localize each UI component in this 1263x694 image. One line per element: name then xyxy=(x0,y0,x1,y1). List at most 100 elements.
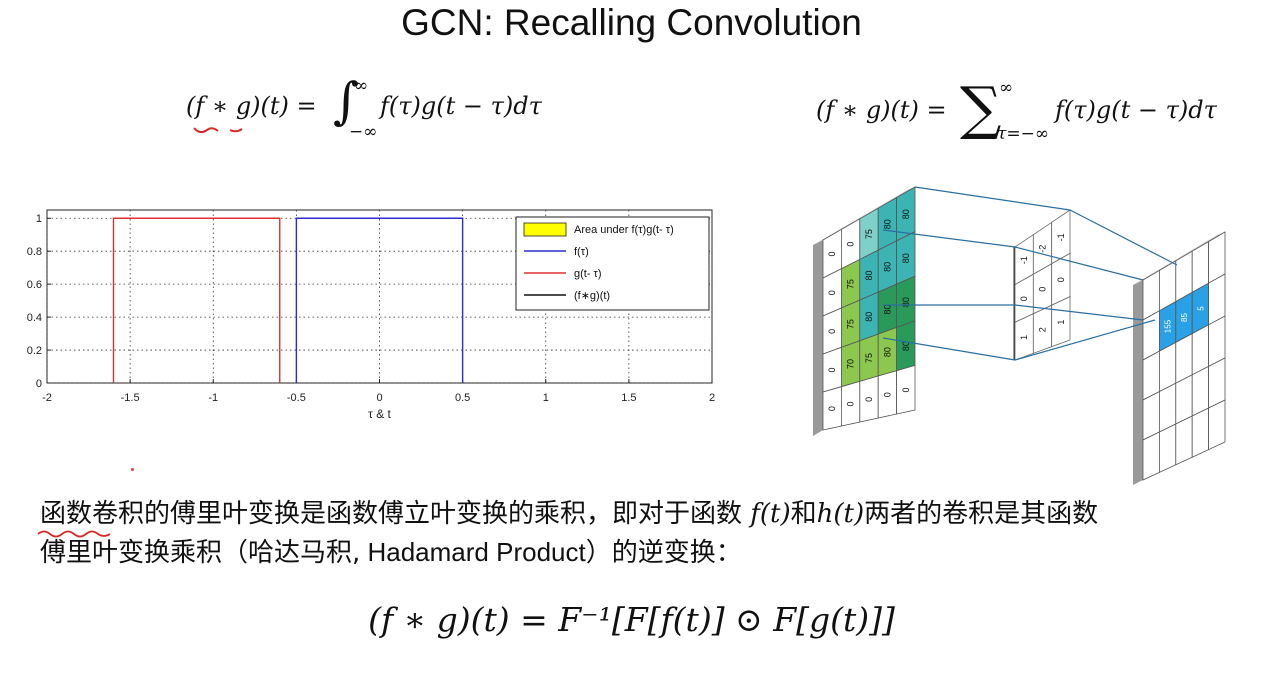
y-tick-label: 0.2 xyxy=(27,345,42,357)
input-cell-value: 75 xyxy=(846,279,856,289)
sum-upper-limit: ∞ xyxy=(999,78,1014,98)
connector-line xyxy=(882,229,1016,248)
kernel-cell xyxy=(1051,296,1071,348)
connector-line xyxy=(1014,319,1156,361)
legend-label: Area under f(τ)g(t- τ) xyxy=(574,224,674,236)
output-cell xyxy=(1208,399,1226,451)
integral-sign: ∫ xyxy=(333,72,360,130)
y-tick-label: 0 xyxy=(36,378,42,390)
input-cell-value: 80 xyxy=(864,312,874,322)
image-convolution-figure: 0 0 75 80 80 0 75 80 80 80 0 75 80 80 80 0 70 75 80 80 0 0 0 0 0… xyxy=(813,186,1226,485)
output-cell xyxy=(1158,423,1177,474)
paragraph-line-2: 傅里叶变换乘积（哈达马积, Hadamard Product）的逆变换： xyxy=(40,533,1255,572)
handwritten-underline xyxy=(193,127,243,134)
output-cell xyxy=(1158,382,1177,433)
legend-label: (f∗g)(t) xyxy=(574,290,610,302)
output-value: 155 xyxy=(1164,319,1173,333)
y-tick-label: 1 xyxy=(36,213,42,225)
output-cell xyxy=(1142,390,1160,441)
kernel-value: 0 xyxy=(1056,277,1066,282)
x-tick-label: 2 xyxy=(709,392,715,404)
output-value: 85 xyxy=(1180,313,1189,322)
connector-line xyxy=(882,337,1016,361)
paragraph-text: 两者的卷积是其函数 xyxy=(864,499,1099,529)
connector-line xyxy=(914,186,1071,211)
input-cell-value: 0 xyxy=(864,397,874,402)
input-cell-value: 80 xyxy=(882,347,892,357)
x-tick-label: 0 xyxy=(376,392,382,404)
hadamard-product-term: Hadamard Product xyxy=(360,537,586,567)
legend-label: g(t- τ) xyxy=(574,268,602,280)
legend-swatch xyxy=(523,222,567,237)
output-cell xyxy=(1191,365,1210,417)
input-cell-value: 0 xyxy=(827,368,837,373)
x-axis-label: τ & t xyxy=(368,407,391,421)
input-cell-value: 0 xyxy=(901,388,911,393)
integral-upper-limit: ∞ xyxy=(354,76,369,96)
input-cell-value: 70 xyxy=(846,359,856,369)
y-tick-label: 0.6 xyxy=(27,279,42,291)
output-cell xyxy=(1142,431,1160,481)
math-f-of-t: f(t) xyxy=(750,499,791,529)
handwritten-underline xyxy=(37,530,111,538)
connector-line xyxy=(1069,209,1178,266)
sum-lower-limit: τ=−∞ xyxy=(997,124,1050,144)
kernel-value: 0 xyxy=(1038,287,1048,292)
input-cell-value: 0 xyxy=(827,329,837,334)
connector-line xyxy=(1014,304,1144,321)
formula-convolution-theorem: (f ∗ g)(t) = F⁻¹[F[f(t)] ⊙ F[g(t)]] xyxy=(368,600,895,639)
formula-rhs: f(τ)g(t − τ)dτ xyxy=(1055,96,1217,124)
output-cell xyxy=(1175,374,1193,425)
x-tick-label: -2 xyxy=(42,392,52,404)
convolution-plot: -2 -1.5 -1 -0.5 0 0.5 1 1.5 2 0 0.2 0.4 0.6 0.8 1 τ & t… xyxy=(27,209,715,421)
kernel-value: -1 xyxy=(1056,233,1066,241)
integral-lower-limit: −∞ xyxy=(349,122,378,142)
x-tick-label: 1 xyxy=(543,392,549,404)
output-value: 5 xyxy=(1196,306,1205,311)
input-cell-value: 80 xyxy=(901,297,911,307)
kernel-value: 1 xyxy=(1056,320,1066,325)
input-cell-value: 80 xyxy=(901,209,911,219)
series-line xyxy=(295,217,464,383)
input-cell-value: 0 xyxy=(846,242,856,247)
paragraph-text: 函数卷积的傅里叶变换是函数傅立叶变换的乘积，即对于函数 xyxy=(40,499,743,529)
series-line xyxy=(112,217,281,383)
x-tick-label: -1 xyxy=(208,392,218,404)
input-cell-value: 0 xyxy=(827,406,837,411)
x-tick-label: 0.5 xyxy=(455,392,470,404)
formula-rhs: f(τ)g(t − τ)dτ xyxy=(380,92,542,120)
output-frame xyxy=(1133,280,1143,485)
kernel-value: 0 xyxy=(1019,296,1029,301)
x-tick-label: 1.5 xyxy=(621,392,636,404)
input-cell-value: 80 xyxy=(901,253,911,263)
paragraph-text: 傅里叶变换乘积（哈达马积, xyxy=(40,538,361,568)
formula-lhs: (f ∗ g)(t) = xyxy=(816,96,947,124)
output-cell xyxy=(1208,357,1226,409)
input-frame xyxy=(813,240,823,436)
input-cell-value: 80 xyxy=(882,304,892,314)
connector-line xyxy=(1014,246,1144,281)
summation-sign: ∑ xyxy=(960,74,1002,142)
kernel-value: 1 xyxy=(1019,335,1029,340)
underlined-term: 函数卷积的傅里叶变换是函数傅立叶变换的乘积，即对于函数 xyxy=(37,499,750,538)
formula-lhs: (f ∗ g)(t) = xyxy=(186,92,317,120)
input-cell-value: 80 xyxy=(882,262,892,272)
explanation-paragraph: 函数卷积的傅里叶变换是函数傅立叶变换的乘积，即对于函数 f(t)和h(t)两者的… xyxy=(37,495,1255,572)
input-cell-value: 0 xyxy=(882,392,892,397)
legend-label: f(τ) xyxy=(574,246,589,258)
input-cell-value: 0 xyxy=(846,402,856,407)
paragraph-line-1: 函数卷积的傅里叶变换是函数傅立叶变换的乘积，即对于函数 f(t)和h(t)两者的… xyxy=(37,495,1255,538)
input-cell-value: 80 xyxy=(901,341,911,351)
output-cell xyxy=(1191,407,1210,458)
paragraph-text: ）的逆变换： xyxy=(585,538,742,568)
input-cell xyxy=(896,364,916,415)
kernel-value: 2 xyxy=(1038,327,1048,332)
x-tick-label: -1.5 xyxy=(121,392,140,404)
input-cell-value: 75 xyxy=(846,319,856,329)
stray-red-mark xyxy=(131,468,134,471)
input-cell-value: 80 xyxy=(882,219,892,229)
y-tick-label: 0.4 xyxy=(27,312,42,324)
input-cell-value: 0 xyxy=(827,252,837,257)
kernel-value: -1 xyxy=(1019,256,1029,264)
